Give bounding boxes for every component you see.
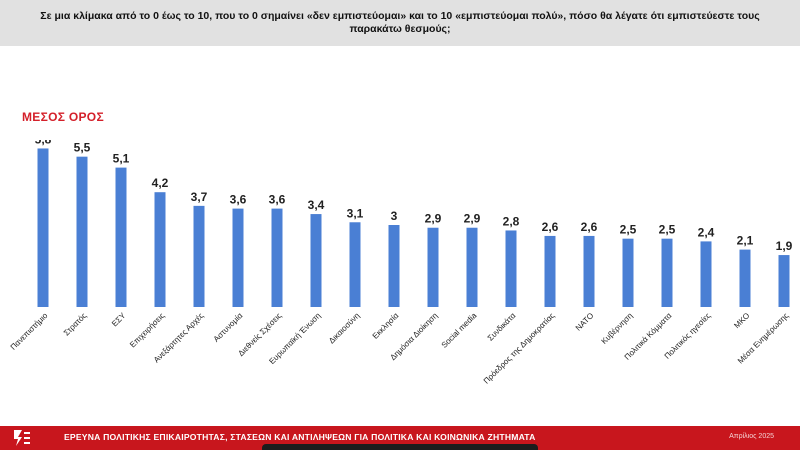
bar	[622, 238, 634, 307]
value-label: 5,1	[113, 152, 130, 166]
bar	[115, 167, 127, 307]
bar	[505, 230, 517, 307]
footer-tab	[262, 444, 538, 450]
section-title: ΜΕΣΟΣ ΟΡΟΣ	[22, 110, 104, 124]
category-label: Στρατός	[62, 311, 89, 338]
category-label: Πρόεδρος της Δημοκρατίας	[482, 311, 557, 386]
value-label: 5,8	[35, 140, 52, 146]
bar-chart: 5,8 Πανεπιστήμιο 5,5 Στρατός 5,1 ΕΣΥ 4,2 Επιχει…	[9, 140, 793, 386]
survey-title: ΕΡΕΥΝΑ ΠΟΛΙΤΙΚΗΣ ΕΠΙΚΑΙΡΟΤΗΤΑΣ, ΣΤΑΣΕΩΝ …	[64, 432, 536, 442]
value-label: 2,8	[503, 214, 520, 228]
category-label: Αστυνομία	[212, 311, 245, 344]
value-label: 2,6	[542, 220, 559, 234]
value-label: 2,4	[698, 225, 715, 239]
value-label: 2,5	[659, 223, 676, 237]
bar	[778, 255, 790, 307]
value-label: 3,6	[269, 193, 286, 207]
bar	[193, 205, 205, 307]
category-label: Επιχειρήσεις	[128, 311, 167, 350]
value-label: 2,1	[737, 234, 754, 248]
category-label: ΜΚΟ	[732, 311, 751, 330]
value-label: 3,4	[308, 198, 325, 212]
value-label: 2,6	[581, 220, 598, 234]
value-label: 3,1	[347, 206, 364, 220]
value-label: 1,9	[776, 239, 793, 253]
bar	[427, 227, 439, 307]
bar	[76, 156, 88, 307]
category-label: ΕΣΥ	[110, 311, 128, 329]
bar	[661, 238, 673, 307]
category-label: Δικαιοσύνη	[327, 311, 361, 345]
bar	[310, 214, 322, 307]
value-label: 2,5	[620, 223, 637, 237]
category-label: Εκκλησία	[371, 311, 401, 341]
bar	[544, 235, 556, 307]
value-label: 2,9	[464, 212, 481, 226]
value-label: 3,6	[230, 193, 247, 207]
category-label: Κυβέρνηση	[600, 311, 635, 346]
category-label: Social media	[440, 311, 479, 350]
bar	[271, 208, 283, 307]
category-label: ΝΑΤΟ	[574, 311, 596, 333]
value-label: 4,2	[152, 176, 169, 190]
bar	[700, 241, 712, 307]
bar	[739, 249, 751, 307]
survey-date: Απρίλιος 2025	[729, 433, 774, 440]
bar	[583, 235, 595, 307]
bar	[466, 227, 478, 307]
value-label: 3	[391, 209, 398, 223]
question-header: Σε μια κλίμακα από το 0 έως το 10, που τ…	[0, 0, 800, 46]
brand-logo-icon	[14, 430, 30, 446]
bar	[37, 148, 49, 307]
value-label: 3,7	[191, 190, 208, 204]
bar	[388, 225, 400, 307]
value-label: 5,5	[74, 141, 91, 155]
bar	[349, 222, 361, 307]
question-text: Σε μια κλίμακα από το 0 έως το 10, που τ…	[40, 10, 760, 35]
category-label: Συνδικάτα	[486, 311, 518, 343]
bar	[232, 208, 244, 307]
bar	[154, 192, 166, 307]
value-label: 2,9	[425, 212, 442, 226]
category-label: Πανεπιστήμιο	[9, 311, 50, 352]
